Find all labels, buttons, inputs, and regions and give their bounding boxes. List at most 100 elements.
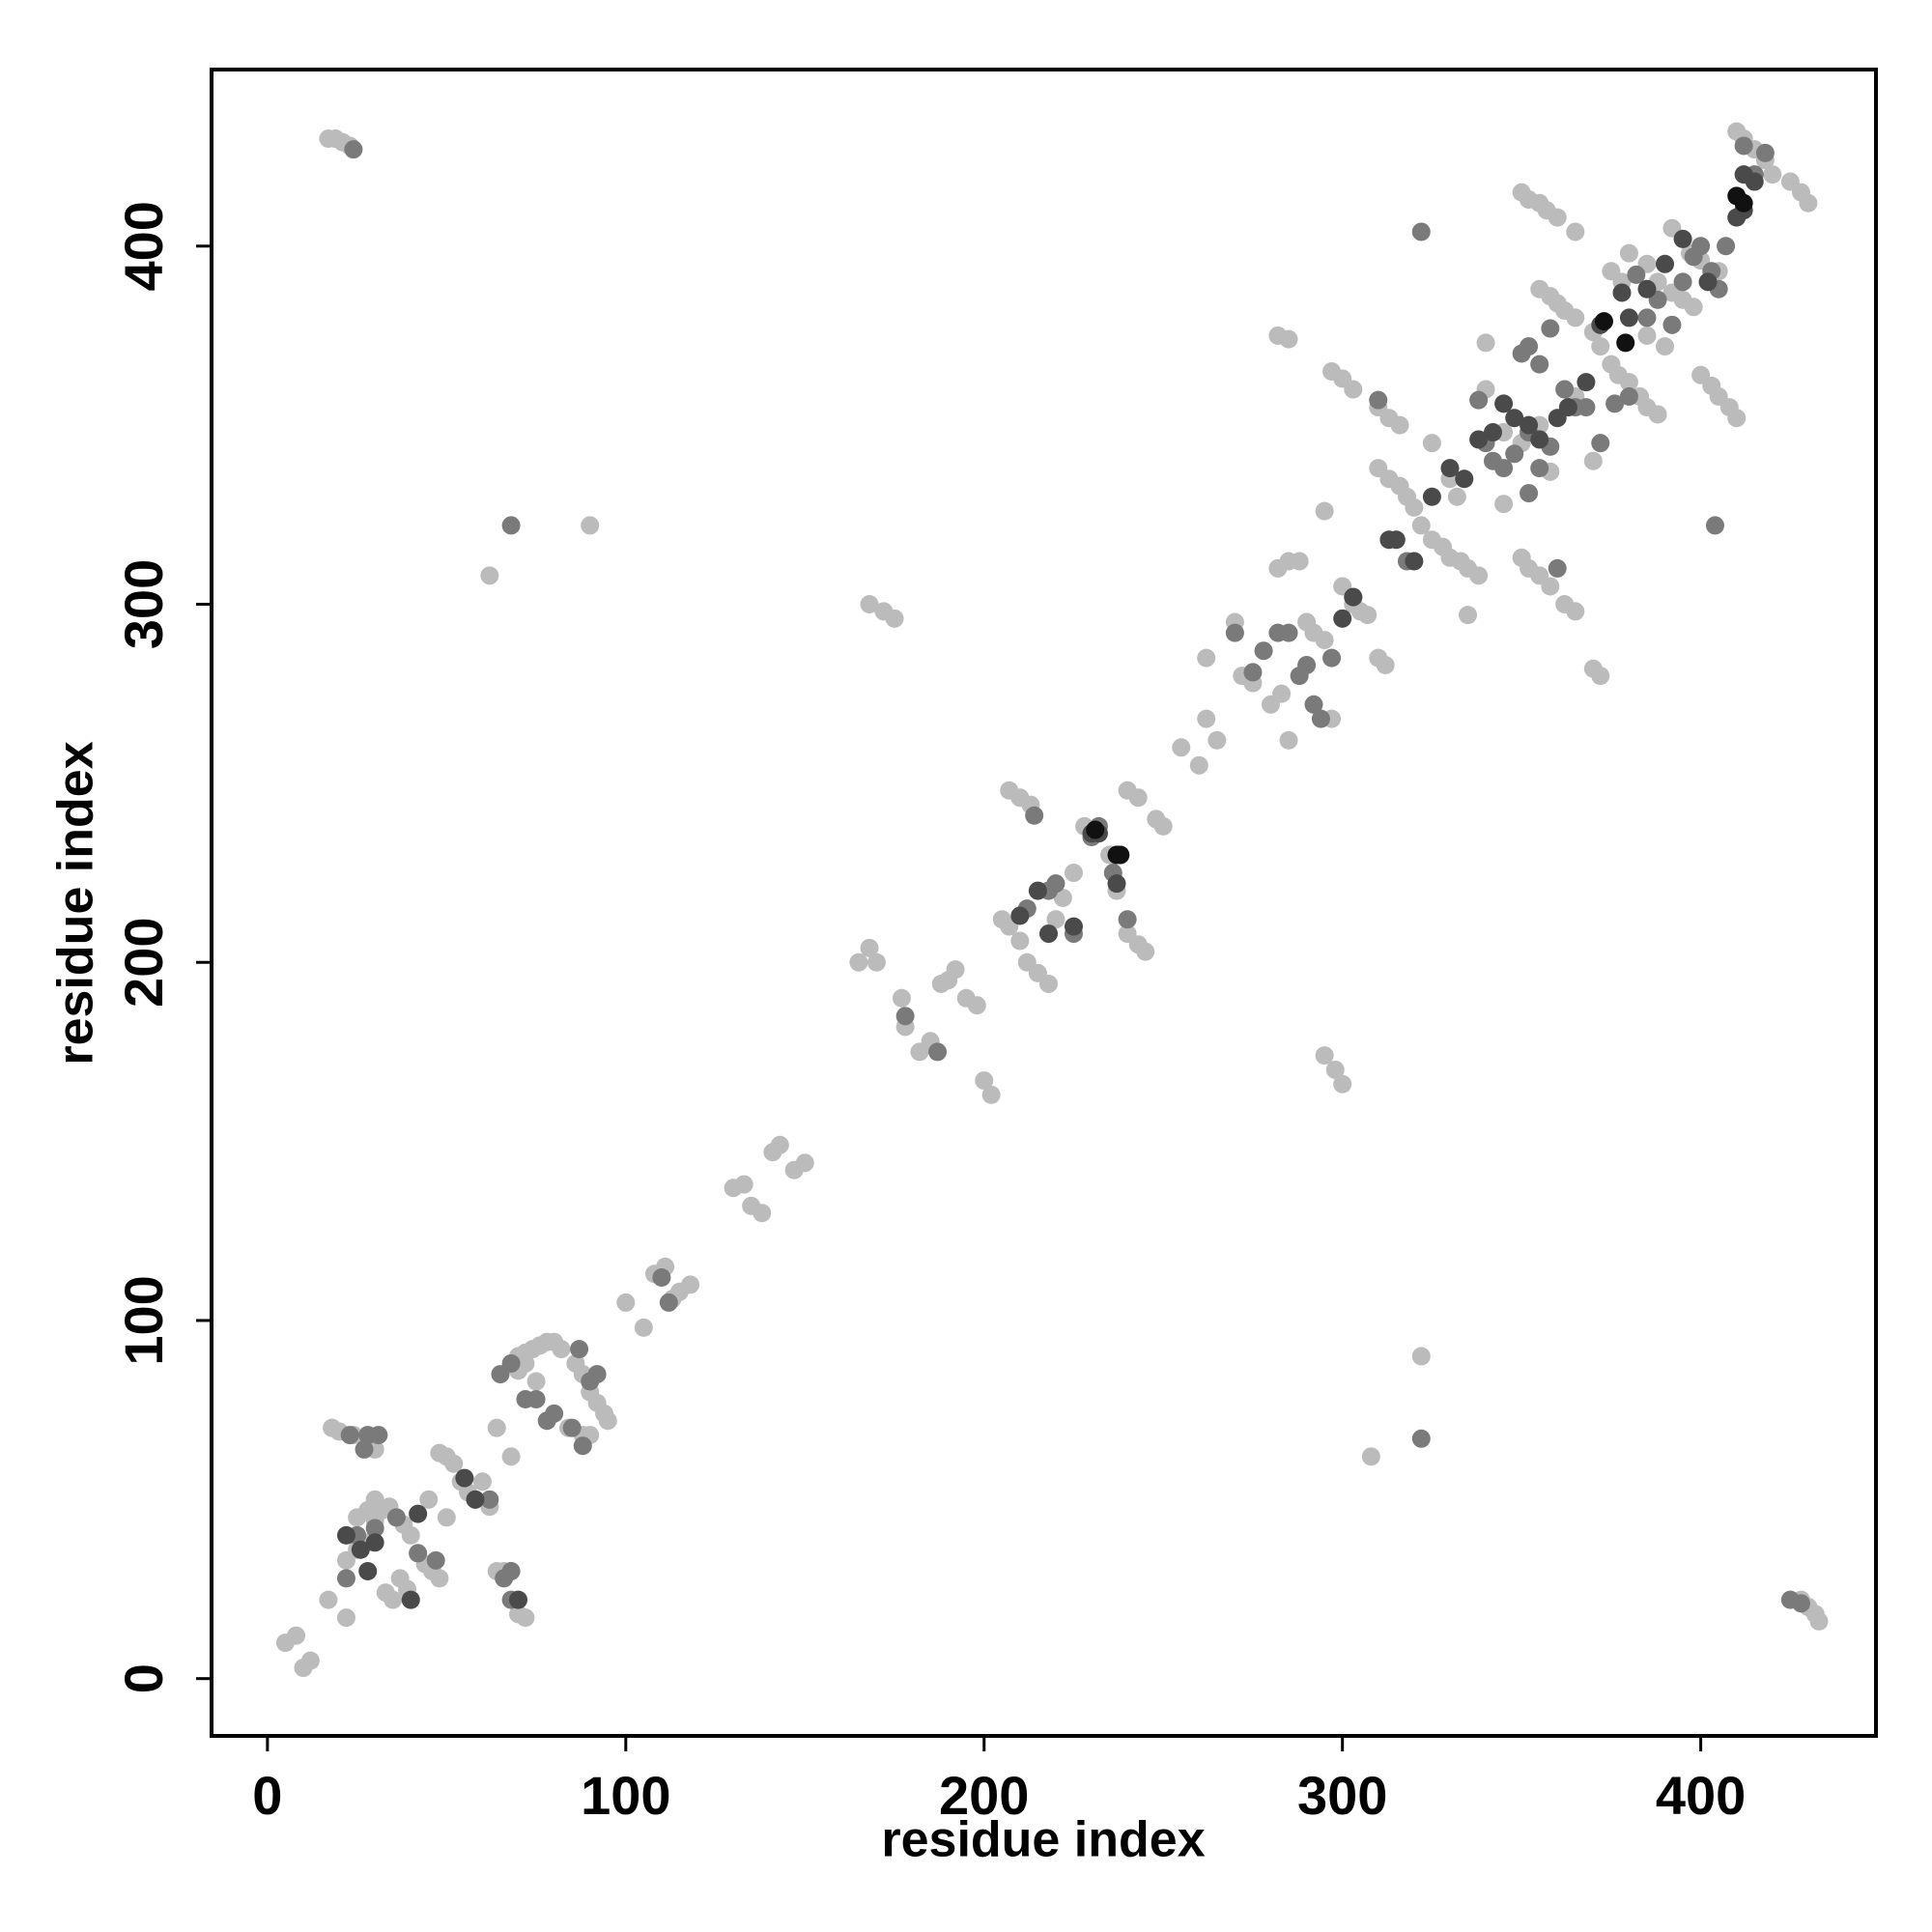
point [967,996,986,1015]
point [652,1267,671,1287]
point [1548,208,1567,227]
point [472,1472,492,1492]
point [1691,237,1711,256]
point [1107,874,1126,894]
point [1046,910,1065,929]
point [1272,684,1292,703]
point [1530,430,1549,449]
point [885,609,904,628]
point [1594,312,1613,331]
point [1279,329,1298,349]
point [581,516,600,535]
point [895,1007,915,1026]
point [1333,609,1352,628]
point [1637,279,1657,298]
point [1086,820,1105,839]
point [598,1411,617,1431]
point [501,1353,521,1373]
point [1656,337,1675,356]
point [1566,308,1585,327]
point [409,1504,428,1523]
point [1577,373,1596,392]
point [1648,405,1667,424]
point [1469,390,1489,410]
point [1673,229,1692,248]
point [300,1651,320,1670]
point [1279,730,1298,750]
point [1494,459,1514,478]
point [480,1490,499,1509]
point [1566,602,1585,621]
point [849,952,868,972]
point [1548,558,1567,578]
point [573,1436,592,1456]
point [1064,917,1083,936]
point [526,1390,546,1409]
point [1197,648,1216,668]
point [1469,430,1489,449]
point [1039,974,1059,993]
point [348,1508,367,1527]
point [681,1275,700,1294]
point [351,1540,370,1559]
point [516,1608,535,1628]
point [928,1042,948,1062]
point [1315,1046,1334,1065]
point [509,1590,528,1609]
point [340,1426,359,1445]
point [501,1447,521,1466]
point [1344,380,1363,399]
point [1558,398,1577,417]
point [1555,380,1575,399]
y-tick-label: 100 [113,1275,174,1365]
point [1619,386,1638,406]
point [1698,272,1718,292]
point [1405,497,1424,517]
point [1411,222,1431,242]
point [487,1418,506,1437]
point [753,1204,772,1223]
point [587,1365,607,1384]
point [1705,516,1724,535]
point [1025,806,1044,825]
point [1755,143,1775,162]
point [545,1404,564,1423]
point [1386,530,1406,550]
point [1422,434,1441,453]
point [1325,1060,1345,1079]
point [1297,656,1317,675]
y-tick-label: 0 [113,1663,174,1693]
point [401,1590,420,1609]
point [1010,931,1030,951]
point [1616,333,1635,353]
point [1591,434,1610,453]
point [1046,874,1065,894]
point [570,1340,589,1359]
y-tick-label: 200 [113,918,174,1008]
point [1128,788,1148,808]
point [1476,333,1495,353]
point [1411,516,1431,535]
point [1520,415,1539,435]
point [1279,623,1298,642]
point [365,1533,384,1552]
point [1637,326,1657,345]
point [1591,667,1610,686]
point [1376,656,1395,675]
x-tick-label: 0 [252,1765,282,1826]
x-tick-label: 100 [581,1765,670,1826]
point [1290,552,1309,571]
point [1136,942,1155,961]
point [365,1519,384,1538]
point [634,1318,653,1337]
point [770,1135,789,1154]
point [1315,501,1334,521]
point [466,1490,485,1509]
point [426,1550,445,1570]
point [946,960,965,980]
point [409,1544,428,1563]
point [867,952,886,972]
point [1333,1074,1352,1094]
point [1541,577,1560,596]
